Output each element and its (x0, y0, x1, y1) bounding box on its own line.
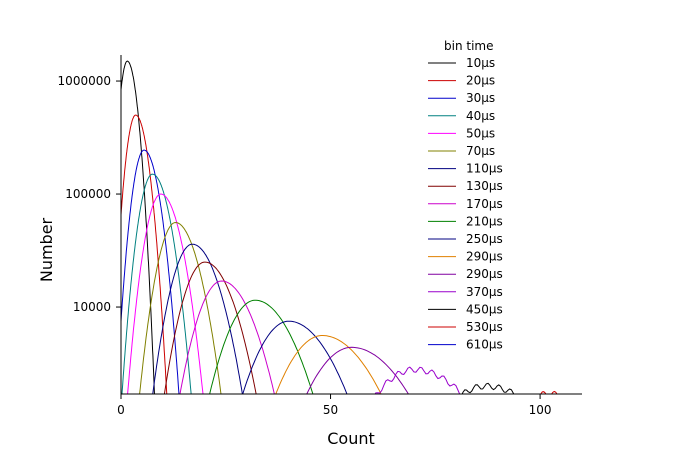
series-line (242, 320, 348, 394)
y-axis-title: Number (37, 217, 56, 282)
y-tick-label: 1000000 (58, 74, 111, 88)
x-ticks: 0 50 100 (117, 394, 552, 417)
series-line (209, 299, 314, 394)
series-line (127, 193, 204, 394)
x-axis-title: Count (327, 429, 375, 448)
legend-label: 610µs (466, 338, 503, 352)
x-tick-label: 0 (117, 403, 125, 417)
legend-title: bin time (444, 39, 493, 53)
axes (120, 55, 582, 395)
x-tick-label: 50 (323, 403, 338, 417)
series-line (121, 114, 168, 394)
legend-label: 110µs (466, 162, 503, 176)
series-line (139, 221, 222, 394)
series-line (121, 149, 180, 394)
legend-label: 10µs (466, 56, 495, 70)
legend-label: 250µs (466, 232, 503, 246)
legend-label: 290µs (466, 250, 503, 264)
legend-label: 50µs (466, 126, 495, 140)
series-line (461, 382, 515, 394)
legend-label: 370µs (466, 285, 503, 299)
series-line (179, 280, 275, 394)
legend: bin time 10µs 20µs 30µs 40µs 50µs 70µs 110µs 13… (428, 39, 503, 352)
legend-label: 170µs (466, 197, 503, 211)
legend-label: 20µs (466, 74, 495, 88)
y-tick-label: 100000 (65, 187, 111, 201)
legend-label: 30µs (466, 91, 495, 105)
y-tick-label: 10000 (73, 300, 111, 314)
series-line (121, 60, 155, 394)
series-line (306, 346, 409, 394)
series-line (121, 173, 192, 394)
legend-label: 70µs (466, 144, 495, 158)
legend-label: 210µs (466, 214, 503, 228)
series-lines (121, 60, 567, 394)
series-line (163, 261, 257, 394)
legend-label: 450µs (466, 302, 503, 316)
series-line (152, 243, 243, 394)
series-line (275, 335, 382, 394)
legend-label: 130µs (466, 179, 503, 193)
legend-label: 40µs (466, 109, 495, 123)
y-ticks: 10000 100000 1000000 (58, 74, 121, 314)
x-tick-label: 100 (529, 403, 552, 417)
series-line (374, 366, 461, 394)
legend-label: 290µs (466, 267, 503, 281)
legend-label: 530µs (466, 320, 503, 334)
